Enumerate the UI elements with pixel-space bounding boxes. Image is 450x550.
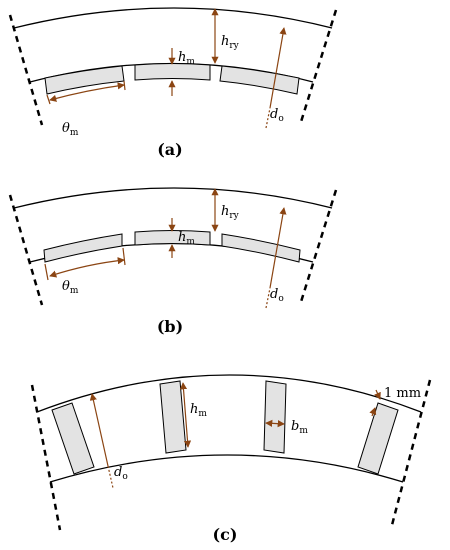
label-base: h: [178, 50, 186, 65]
label-base: h: [221, 34, 229, 49]
label-do: do: [114, 465, 128, 482]
label-base: d: [114, 465, 122, 480]
angle-tick: [46, 94, 51, 105]
magnet: [263, 380, 287, 454]
label-base: b: [291, 419, 299, 434]
outer-arc: [13, 7, 333, 29]
label-bm: bm: [291, 419, 308, 436]
diameter-line: [269, 207, 287, 289]
label-base: d: [270, 107, 278, 122]
magnet: [159, 380, 187, 454]
label-gap: 1 mm: [384, 386, 421, 401]
magnet: [51, 402, 95, 475]
outer-arc: [13, 187, 333, 209]
dimension-arrow: [369, 407, 377, 417]
label-base: θ: [62, 279, 70, 294]
boundary: [8, 194, 44, 306]
boundary: [390, 379, 432, 526]
label-sub: m: [70, 128, 79, 138]
dimension-arrow: [179, 382, 192, 448]
label-sub: m: [186, 237, 195, 247]
label-hm: hm: [178, 230, 195, 247]
label-hm: hm: [190, 402, 207, 419]
label-theta: θm: [62, 279, 79, 296]
label-base: h: [221, 204, 229, 219]
magnet: [134, 230, 211, 246]
angle-tick: [44, 263, 49, 281]
label-sub: o: [278, 114, 283, 124]
panel-b: hm hry θm do (b): [8, 187, 338, 336]
boundary: [30, 384, 62, 531]
boundary: [298, 9, 338, 126]
outer-arc: [36, 374, 422, 413]
diameter-line: [107, 465, 114, 489]
dimension-arrow: [265, 419, 285, 428]
label-do: do: [270, 287, 284, 304]
diameter-line: [269, 27, 287, 109]
label-theta: θm: [62, 121, 79, 138]
angle-arrow: [49, 82, 125, 102]
panel-a: hm hry θm do (a): [8, 7, 338, 159]
label-sub: o: [122, 472, 127, 482]
diameter-line: [265, 287, 271, 309]
label-sub: ry: [229, 41, 239, 51]
label-sub: ry: [229, 211, 239, 221]
magnet: [134, 63, 211, 81]
caption: (c): [213, 525, 238, 544]
label-hry: hry: [221, 204, 240, 221]
label-sub: m: [198, 409, 207, 419]
magnet: [221, 233, 301, 263]
label-base: h: [178, 230, 186, 245]
label-hm: hm: [178, 50, 195, 67]
inner-arc: [49, 454, 404, 483]
label-hry: hry: [221, 34, 240, 51]
magnet: [357, 402, 399, 475]
label-base: d: [270, 287, 278, 302]
angle-tick: [123, 80, 126, 91]
label-base: h: [190, 402, 198, 417]
panel-c: hm bm do 1 mm (c): [30, 374, 432, 544]
dimension-arrow: [374, 389, 381, 400]
caption: (a): [157, 140, 183, 159]
caption: (b): [157, 317, 183, 336]
magnet: [43, 233, 123, 263]
angle-arrow: [49, 257, 125, 278]
boundary: [8, 14, 44, 126]
label-sub: o: [278, 294, 283, 304]
label-sub: m: [70, 286, 79, 296]
diameter-line: [265, 107, 271, 129]
angle-tick: [122, 247, 126, 266]
diameter-line: [89, 393, 109, 467]
label-base: θ: [62, 121, 70, 136]
magnet: [219, 65, 300, 95]
label-sub: m: [299, 426, 308, 436]
boundary: [298, 189, 338, 306]
label-do: do: [270, 107, 284, 124]
label-sub: m: [186, 57, 195, 67]
